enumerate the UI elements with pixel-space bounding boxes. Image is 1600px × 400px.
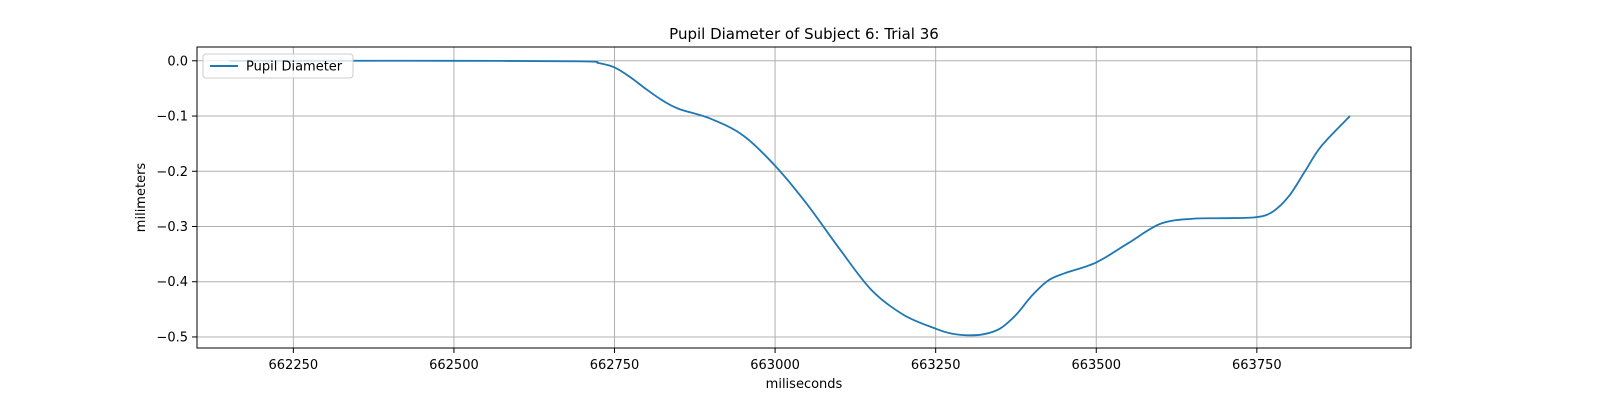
series-line-pupil-diameter: [229, 59, 1351, 337]
x-tick-label: 662500: [429, 358, 479, 373]
x-tick-label: 663500: [1071, 358, 1121, 373]
x-tick-label: 662750: [590, 358, 640, 373]
y-tick-label: −0.2: [156, 165, 188, 180]
legend-label: Pupil Diameter: [246, 60, 343, 75]
y-axis-label: milimeters: [134, 163, 149, 233]
x-tick-label: 663000: [750, 358, 800, 373]
chart-title: Pupil Diameter of Subject 6: Trial 36: [669, 25, 939, 43]
x-tick-label: 663750: [1232, 358, 1282, 373]
legend: Pupil Diameter: [202, 53, 354, 79]
tick-layer: 662250 662500 662750 663000 663250 663500 6637…: [156, 54, 1281, 373]
x-tick-label: 662250: [269, 358, 319, 373]
x-axis-label: miliseconds: [766, 377, 843, 392]
y-tick-label: −0.5: [156, 330, 188, 345]
legend-box: [202, 53, 354, 79]
series-layer: [229, 59, 1351, 337]
y-tick-label: −0.4: [156, 275, 188, 290]
y-tick-label: 0.0: [167, 54, 188, 69]
y-tick-label: −0.1: [156, 110, 188, 125]
y-tick-label: −0.3: [156, 220, 188, 235]
plot-frame: [196, 46, 1412, 349]
x-tick-label: 663250: [911, 358, 961, 373]
